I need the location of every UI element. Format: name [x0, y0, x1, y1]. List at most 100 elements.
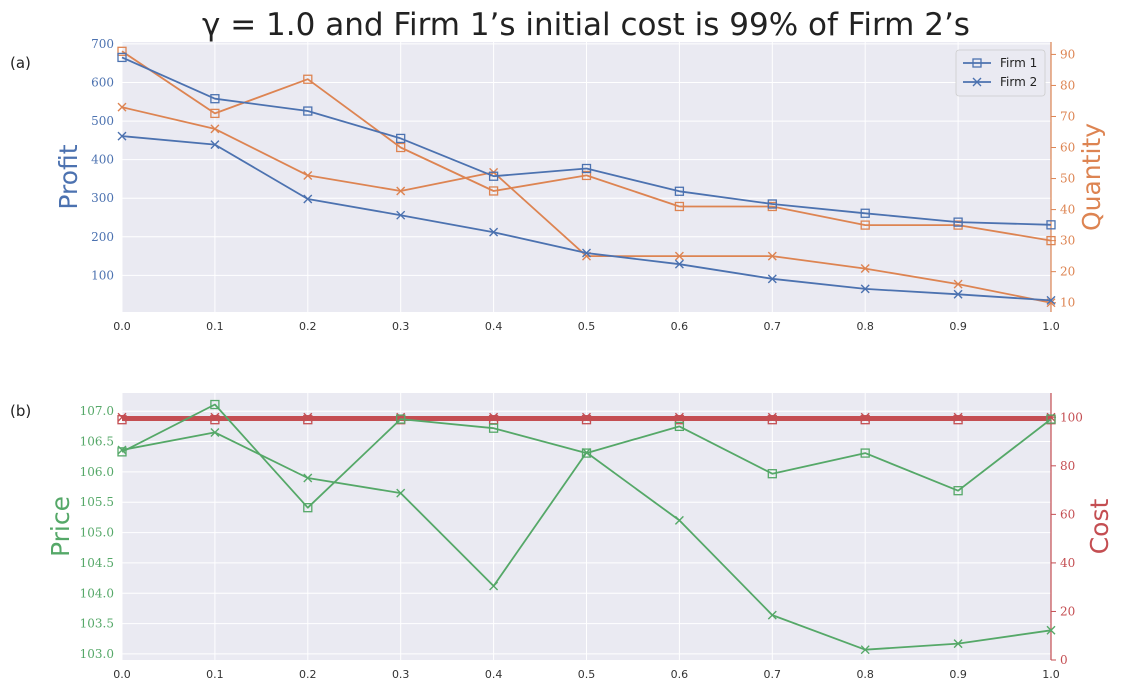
cost-point-firm2 — [210, 412, 220, 422]
x-tick-label: 0.1 — [206, 320, 224, 333]
legend: Firm 1 Firm 2 — [955, 49, 1046, 97]
profit-point-firm1 — [860, 208, 870, 218]
y-right-tick-label: 0 — [1060, 653, 1068, 667]
quantity-point-firm1 — [860, 220, 870, 230]
quantity-point-firm1 — [581, 170, 592, 181]
price-point-firm1 — [674, 421, 685, 432]
price-point-firm2 — [303, 473, 313, 483]
quantity-point-firm2 — [210, 124, 220, 134]
quantity-point-firm1 — [396, 142, 406, 153]
price-point-firm1 — [1046, 414, 1056, 424]
price-point-firm2 — [489, 581, 499, 591]
y-right-axis-label: Cost — [1085, 499, 1114, 555]
y-left-tick-label: 104.5 — [80, 556, 114, 570]
price-point-firm1 — [767, 469, 777, 479]
panel-b: 0.0 0.1 0.2 0.3 0.4 0.5 0.6 0.7 0.8 0.9 1.0 103.0 10… — [10, 393, 1114, 681]
price-point-firm2 — [953, 639, 963, 649]
cost-point-firm1 — [210, 415, 220, 425]
profit-point-firm2 — [117, 131, 127, 141]
profit-line-firm1 — [121, 56, 1052, 226]
x-tick-label: 0.8 — [856, 320, 874, 333]
price-point-firm1 — [953, 486, 963, 496]
y-left-tick-label: 700 — [91, 37, 114, 51]
profit-point-firm2 — [1046, 295, 1056, 305]
profit-point-firm2 — [953, 289, 963, 299]
quantity-line-firm1 — [121, 50, 1052, 242]
price-point-firm1 — [488, 423, 499, 433]
cost-point-firm2 — [582, 412, 591, 422]
y-right-tick-label: 100 — [1060, 410, 1083, 424]
x-tick-label: 0.2 — [299, 320, 317, 333]
profit-point-firm1 — [581, 163, 592, 174]
y-left-tick-label: 105.5 — [80, 495, 114, 509]
legend-entry-label: Firm 2 — [1000, 75, 1037, 89]
x-tick-label: 0.6 — [671, 320, 689, 333]
profit-point-firm1 — [396, 133, 406, 144]
cost-point-firm1 — [303, 415, 313, 425]
cost-point-firm2 — [674, 412, 684, 422]
panel-label: (b) — [10, 402, 31, 420]
x-tick-label: 1.0 — [1042, 668, 1060, 681]
quantity-point-firm2 — [117, 102, 127, 112]
cost-point-firm2 — [117, 412, 127, 422]
y-left-tick-label: 100 — [91, 268, 114, 282]
x-tick-label: 0.5 — [578, 320, 596, 333]
x-tick-label: 0.7 — [764, 320, 782, 333]
price-point-firm1 — [303, 503, 313, 513]
price-point-firm2 — [767, 610, 777, 620]
x-tick-label: 0.7 — [764, 668, 782, 681]
cost-point-firm2 — [860, 412, 870, 422]
quantity-point-firm1 — [117, 46, 127, 56]
y-right-tick-label: 60 — [1060, 141, 1075, 155]
y-right-tick-label: 30 — [1060, 234, 1075, 248]
cost-point-firm1 — [860, 415, 870, 425]
y-right-axis-label: Quantity — [1077, 123, 1106, 231]
cost-point-firm2 — [303, 412, 313, 422]
cost-point-firm2 — [489, 412, 499, 422]
x-tick-label: 0.9 — [949, 320, 967, 333]
quantity-point-firm2 — [396, 186, 406, 196]
y-left-tick-label: 500 — [91, 114, 114, 128]
x-tick-label: 0.4 — [485, 320, 503, 333]
quantity-point-firm1 — [674, 201, 685, 212]
x-tick-label: 0.9 — [949, 668, 967, 681]
y-left-tick-label: 106.0 — [80, 465, 114, 479]
x-tick-label: 0.0 — [113, 320, 131, 333]
price-point-firm2 — [210, 427, 220, 437]
cost-point-firm1 — [117, 415, 127, 425]
profit-point-firm1 — [210, 94, 220, 104]
panel-a: 0.0 0.1 0.2 0.3 0.4 0.5 0.6 0.7 0.8 0.9 1.0 100 200 3… — [10, 37, 1106, 333]
price-point-firm2 — [117, 445, 127, 455]
profit-point-firm2 — [582, 248, 591, 258]
price-point-firm2 — [396, 488, 406, 498]
cost-point-firm1 — [581, 415, 592, 425]
y-right-tick-label: 50 — [1060, 172, 1075, 186]
x-tick-label: 0.1 — [206, 668, 224, 681]
y-right-tick-label: 80 — [1060, 78, 1075, 92]
x-tick-label: 0.8 — [856, 668, 874, 681]
profit-point-firm1 — [488, 171, 499, 181]
y-right-tick-label: 80 — [1060, 459, 1075, 473]
y-left-tick-label: 104.0 — [80, 586, 114, 600]
y-left-tick-label: 200 — [91, 230, 114, 244]
quantity-point-firm2 — [767, 251, 777, 261]
figure-title: γ = 1.0 and Firm 1’s initial cost is 99%… — [202, 7, 970, 43]
quantity-point-firm2 — [303, 170, 313, 180]
y-left-tick-label: 105.0 — [80, 526, 114, 540]
legend-marker — [972, 58, 982, 68]
profit-point-firm1 — [674, 186, 685, 196]
y-left-axis-label: Profit — [54, 144, 83, 209]
price-point-firm2 — [582, 447, 591, 457]
quantity-point-firm2 — [953, 279, 963, 289]
x-tick-label: 0.6 — [671, 668, 689, 681]
y-right-tick-label: 60 — [1060, 507, 1075, 521]
x-tick-label: 0.2 — [299, 668, 317, 681]
profit-point-firm1 — [303, 106, 313, 116]
cost-point-firm1 — [953, 415, 963, 425]
x-tick-label: 1.0 — [1042, 320, 1060, 333]
y-left-tick-label: 400 — [91, 153, 114, 167]
profit-point-firm2 — [860, 284, 870, 294]
panel-label: (a) — [10, 54, 31, 72]
profit-point-firm2 — [210, 140, 220, 150]
